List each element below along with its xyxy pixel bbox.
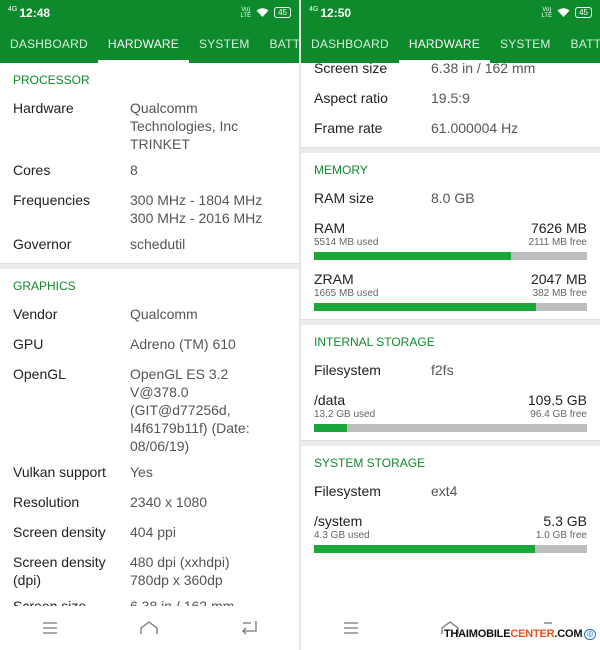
- phone-right: 4G 12:50 Vo) LTE 45 DASHBOARD HARDWARE S…: [301, 0, 600, 650]
- status-time: 12:50: [320, 5, 352, 20]
- info-row: OpenGL OpenGL ES 3.2 V@378.0 (GIT@d77256d…: [13, 366, 250, 454]
- section-title-graphics: GRAPHICS: [13, 279, 76, 293]
- info-row: Vendor Qualcomm: [13, 306, 198, 322]
- tab-battery[interactable]: BATTERY: [570, 37, 600, 51]
- phone-left: 4G 12:48 Vo) LTE 45 DASHBOARD HARDWARE S…: [0, 0, 299, 650]
- usage-bar: [314, 303, 587, 311]
- volte-indicator: Vo) LTE: [541, 6, 553, 19]
- usage-bar: [314, 424, 587, 432]
- section-title-system-storage: SYSTEM STORAGE: [314, 456, 426, 470]
- section-title-processor: PROCESSOR: [13, 73, 90, 87]
- section-title-memory: MEMORY: [314, 163, 368, 177]
- tab-bar: DASHBOARD HARDWARE SYSTEM BATTERY: [301, 25, 600, 63]
- info-row: Filesystem ext4: [314, 483, 458, 499]
- info-row: RAM size 8.0 GB: [314, 190, 475, 206]
- back-icon[interactable]: [234, 616, 264, 640]
- back-icon[interactable]: [535, 616, 565, 640]
- info-row: Screen size 6.38 in / 162 mm: [314, 63, 536, 76]
- tab-battery[interactable]: BATTERY: [269, 37, 299, 51]
- section-divider: [301, 440, 600, 446]
- info-row: Governor schedutil: [13, 236, 186, 252]
- home-icon[interactable]: [435, 616, 465, 640]
- section-divider: [301, 147, 600, 153]
- info-row: Screen density 404 ppi: [13, 524, 176, 540]
- tab-system[interactable]: SYSTEM: [500, 37, 551, 51]
- hardware-content[interactable]: PROCESSOR Hardware Qualcomm Technologies…: [0, 63, 299, 606]
- menu-icon[interactable]: [336, 616, 366, 640]
- info-row: Frequencies 300 MHz - 1804 MHz 300 MHz - …: [13, 192, 263, 226]
- info-row: Filesystem f2fs: [314, 362, 454, 378]
- menu-icon[interactable]: [35, 616, 65, 640]
- ram-meter: RAM 7626 MB 5514 MB used 2111 MB free: [301, 215, 600, 266]
- tab-dashboard[interactable]: DASHBOARD: [10, 37, 88, 51]
- info-row: GPU Adreno (TM) 610: [13, 336, 236, 352]
- info-row: Hardware Qualcomm Technologies, Inc TRIN…: [13, 100, 239, 152]
- system-storage-meter: /system 5.3 GB 4.3 GB used 1.0 GB free: [301, 508, 600, 559]
- home-icon[interactable]: [134, 616, 164, 640]
- status-bar: 4G 12:48 Vo) LTE 45: [0, 0, 299, 25]
- section-divider: [0, 263, 299, 269]
- info-row: Frame rate 61.000004 Hz: [314, 120, 519, 136]
- signal-label: 4G: [8, 6, 18, 13]
- tab-hardware[interactable]: HARDWARE: [398, 25, 491, 63]
- status-time: 12:48: [19, 5, 51, 20]
- battery-indicator: 45: [575, 7, 592, 18]
- section-divider: [301, 319, 600, 325]
- battery-indicator: 45: [274, 7, 291, 18]
- volte-indicator: Vo) LTE: [240, 6, 252, 19]
- info-row: Screen density (dpi) 480 dpi (xxhdpi) 780…: [13, 554, 230, 588]
- info-row: Cores 8: [13, 162, 138, 178]
- panel-divider: [299, 0, 301, 650]
- section-title-internal-storage: INTERNAL STORAGE: [314, 335, 435, 349]
- info-row: Vulkan support Yes: [13, 464, 153, 480]
- tab-hardware[interactable]: HARDWARE: [97, 25, 190, 63]
- tab-bar: DASHBOARD HARDWARE SYSTEM BATTERY: [0, 25, 299, 63]
- zram-meter: ZRAM 2047 MB 1665 MB used 382 MB free: [301, 266, 600, 317]
- usage-bar: [314, 545, 587, 553]
- signal-label: 4G: [309, 6, 319, 13]
- watermark: THAIMOBILECENTER.COM ©: [444, 628, 596, 640]
- status-bar: 4G 12:50 Vo) LTE 45: [301, 0, 600, 25]
- nav-bar: [301, 606, 600, 650]
- display-rows: Screen size 6.38 in / 162 mm Aspect ratio…: [301, 63, 600, 145]
- tab-system[interactable]: SYSTEM: [199, 37, 250, 51]
- hardware-content[interactable]: Screen size 6.38 in / 162 mm Aspect ratio…: [301, 63, 600, 606]
- info-row: Resolution 2340 x 1080: [13, 494, 208, 510]
- wifi-icon: [557, 8, 570, 17]
- data-storage-meter: /data 109.5 GB 13.2 GB used 96.4 GB free: [301, 387, 600, 438]
- nav-bar: [0, 606, 299, 650]
- wifi-icon: [256, 8, 269, 17]
- info-row: Aspect ratio 19.5:9: [314, 90, 470, 106]
- info-row: Screen size 6.38 in / 162 mm: [13, 598, 235, 606]
- tab-dashboard[interactable]: DASHBOARD: [311, 37, 389, 51]
- usage-bar: [314, 252, 587, 260]
